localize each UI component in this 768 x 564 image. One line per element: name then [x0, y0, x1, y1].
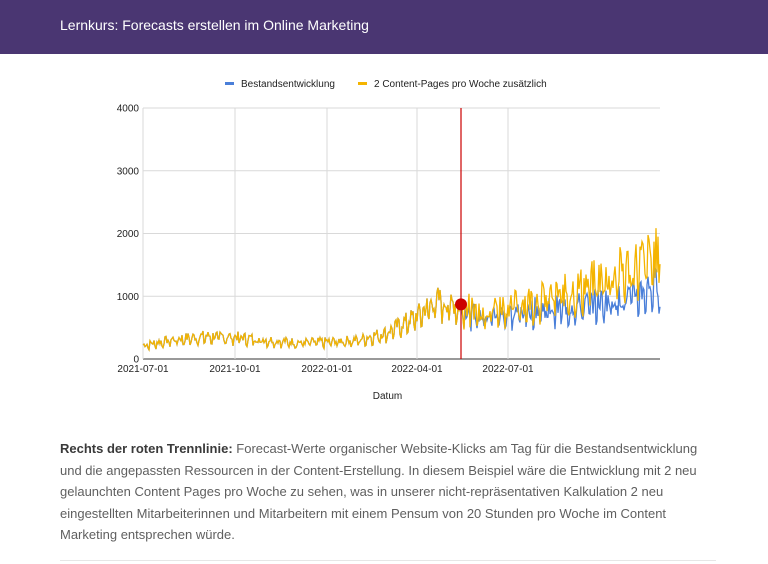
y-tick-label: 3000 [117, 166, 140, 177]
x-axis-title: Datum [373, 391, 402, 402]
x-tick-label: 2022-07-01 [482, 364, 534, 375]
y-tick-label: 4000 [117, 104, 140, 115]
legend-swatch-content-pages [358, 82, 367, 85]
caption-text: Forecast-Werte organischer Website-Klick… [60, 441, 698, 542]
forecast-chart-svg: 0 1000 2000 3000 4000 2021-07-01 2021-10-01 202… [117, 79, 661, 402]
series-line-content-pages [142, 228, 661, 352]
top-bar: Lernkurs: Forecasts erstellen im Online … [0, 0, 768, 54]
split-marker-dot [455, 298, 467, 311]
legend-label-content-pages: 2 Content-Pages pro Woche zusätzlich [374, 79, 547, 90]
x-tick-label: 2021-10-01 [209, 364, 261, 375]
y-tick-label: 1000 [117, 292, 140, 303]
course-title[interactable]: Lernkurs: Forecasts erstellen im Online … [60, 17, 369, 33]
legend-label-bestand: Bestandsentwicklung [241, 79, 335, 90]
caption-bold: Rechts der roten Trennlinie: [60, 441, 233, 456]
y-tick-label: 0 [133, 355, 139, 366]
y-tick-label: 2000 [117, 229, 140, 240]
x-tick-label: 2022-04-01 [391, 364, 443, 375]
chart-caption: Rechts der roten Trennlinie: Forecast-We… [60, 438, 720, 546]
legend-swatch-bestand [225, 82, 234, 85]
x-tick-label: 2021-07-01 [117, 364, 169, 375]
forecast-chart: 0 1000 2000 3000 4000 2021-07-01 2021-10-01 202… [110, 68, 680, 420]
divider [60, 560, 716, 561]
x-tick-label: 2022-01-01 [301, 364, 353, 375]
